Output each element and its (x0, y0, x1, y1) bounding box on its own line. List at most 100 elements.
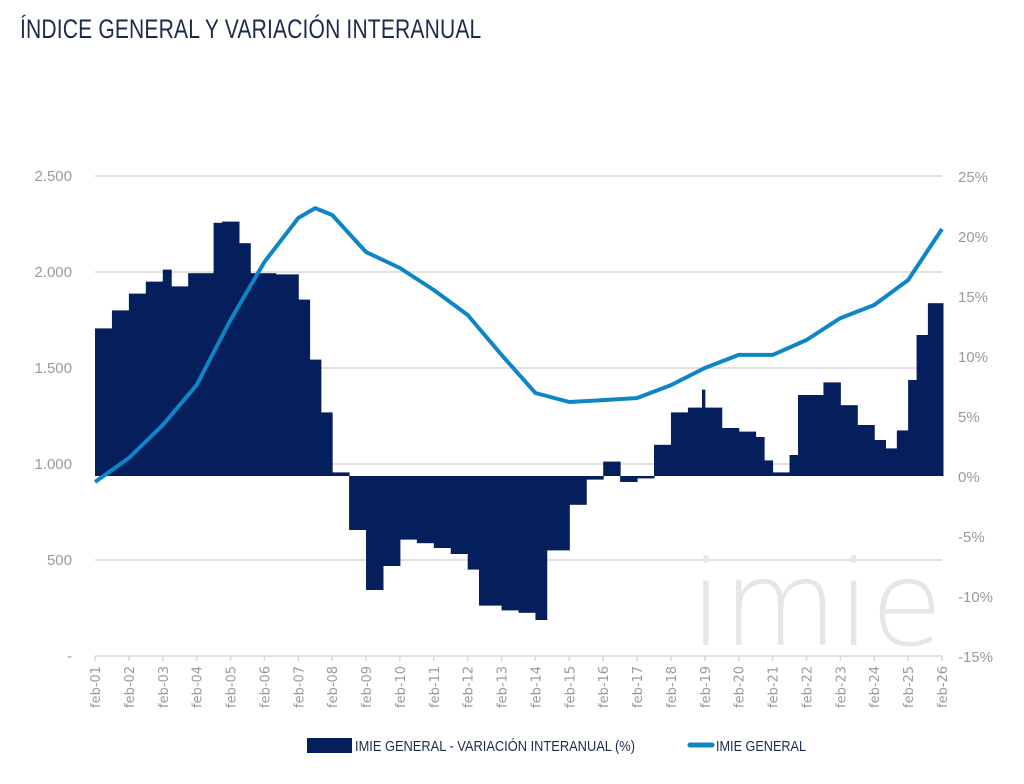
variation-bar (927, 303, 943, 476)
variation-bar (95, 328, 113, 476)
x-axis-tick-label: feb-11 (428, 666, 443, 708)
variation-bar (857, 425, 875, 476)
variation-bar (309, 359, 322, 476)
x-axis-tick-label: feb-02 (123, 666, 138, 708)
x-axis-tick-label: feb-17 (631, 666, 646, 708)
x-axis-tick-label: feb-21 (767, 666, 782, 708)
right-axis-tick-label: 5% (958, 409, 980, 426)
variation-bar (382, 476, 401, 566)
variation-bar (840, 405, 858, 476)
variation-bar (320, 412, 333, 476)
variation-bar (332, 472, 350, 476)
chart-title: ÍNDICE GENERAL Y VARIACIÓN INTERANUAL (20, 14, 482, 44)
right-axis-tick-label: 15% (958, 289, 988, 306)
x-axis-tick-label: feb-26 (936, 666, 951, 708)
variation-bar (942, 303, 944, 476)
variation-bar (702, 389, 706, 476)
x-axis-tick-label: feb-06 (258, 666, 273, 708)
variation-bar (764, 460, 774, 476)
x-axis-tick-label: feb-13 (496, 666, 511, 708)
x-axis-tick-label: feb-14 (529, 666, 544, 708)
left-axis-tick-label: 2.000 (34, 264, 72, 281)
left-axis-tick-label: - (67, 648, 72, 665)
legend: IMIE GENERAL - VARIACIÓN INTERANUAL (%) … (307, 738, 806, 755)
x-axis-tick-label: feb-09 (360, 666, 375, 708)
variation-bar (916, 335, 929, 476)
variation-bar (250, 273, 277, 476)
x-axis-tick-label: feb-25 (902, 666, 917, 708)
x-axis-tick-label: feb-20 (733, 666, 748, 708)
left-axis-tick-label: 500 (47, 552, 72, 569)
variation-bar (885, 448, 898, 476)
variation-bar (908, 380, 918, 476)
variation-bar (171, 286, 189, 476)
x-axis-tick-label: feb-19 (699, 666, 714, 708)
x-axis-tick-label: feb-18 (665, 666, 680, 708)
variation-bar (755, 437, 765, 476)
x-axis-tick-label: feb-23 (834, 666, 849, 708)
right-axis-tick-label: -5% (958, 529, 985, 546)
x-axis-tick-label: feb-22 (800, 666, 815, 708)
variation-bar (399, 476, 418, 540)
variation-bar (450, 476, 469, 554)
right-axis-tick-label: 10% (958, 349, 988, 366)
variation-bar (738, 431, 757, 476)
variation-bar (213, 222, 223, 476)
imie-watermark-logo: imie (690, 535, 943, 673)
variation-bar (222, 221, 240, 476)
x-axis-tick-label: feb-05 (225, 666, 240, 708)
variation-bar (721, 428, 740, 476)
variation-bar (501, 476, 519, 611)
variation-bar (896, 430, 909, 476)
x-axis-tick-label: feb-12 (462, 666, 477, 708)
right-axis-ticks: 25% 20% 15% 10% 5% 0% -5% -10% -15% (958, 169, 993, 666)
variation-bar (823, 382, 841, 476)
variation-bar (772, 472, 791, 476)
variation-bar (349, 476, 367, 530)
variation-bar (535, 476, 548, 620)
x-axis-tick-label: feb-08 (326, 666, 341, 708)
variation-bar (298, 299, 311, 476)
variation-bar (546, 476, 570, 551)
variation-bar (467, 476, 480, 570)
left-axis-ticks: 2.500 2.000 1.500 1.000 500 - (34, 168, 72, 665)
variation-bar (238, 243, 251, 476)
x-axis-tick-label: feb-10 (394, 666, 409, 708)
variation-bar (162, 269, 172, 476)
variation-bar (798, 395, 807, 476)
variation-bar (128, 293, 147, 476)
variation-bar (789, 455, 799, 476)
right-axis-tick-label: 25% (958, 169, 988, 186)
x-axis-tick-label: feb-01 (89, 666, 104, 708)
x-axis-tick-label: feb-24 (868, 666, 883, 708)
variation-bar (620, 476, 638, 482)
variation-bar (478, 476, 503, 606)
variation-bar (145, 281, 164, 476)
index-line (93, 206, 944, 484)
variation-bars (95, 221, 944, 620)
variation-bar (416, 476, 435, 544)
x-axis-tick-label: feb-15 (563, 666, 578, 708)
variation-bar (806, 395, 824, 476)
legend-bar-swatch (307, 738, 352, 753)
right-axis-tick-label: -10% (958, 589, 993, 606)
variation-bar (704, 407, 723, 476)
variation-bar (586, 476, 604, 480)
watermark-text: imie (690, 535, 943, 673)
right-axis-tick-label: 0% (958, 469, 980, 486)
x-axis-tick-label: feb-16 (597, 666, 612, 708)
x-axis-tick-label: feb-07 (292, 666, 307, 708)
legend-bar-label: IMIE GENERAL - VARIACIÓN INTERANUAL (%) (355, 738, 635, 755)
variation-bar (654, 444, 672, 476)
right-axis-tick-label: -15% (958, 649, 993, 666)
legend-line-label: IMIE GENERAL (716, 738, 806, 755)
variation-bar (275, 274, 299, 476)
variation-bar (687, 407, 703, 476)
x-axis-ticks: feb-01 feb-02 feb-03 feb-04 feb-05 feb-06 feb-… (89, 656, 951, 708)
left-axis-tick-label: 2.500 (34, 168, 72, 185)
left-axis-tick-label: 1.000 (34, 456, 72, 473)
variation-bar (111, 310, 130, 476)
variation-bar (603, 461, 621, 476)
variation-bar (670, 412, 689, 476)
